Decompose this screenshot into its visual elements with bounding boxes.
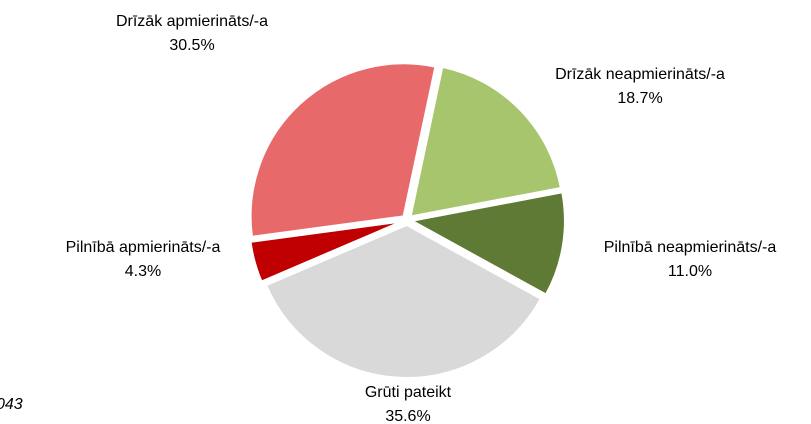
slice-value-label: 35.6% bbox=[385, 408, 430, 424]
note: 043 bbox=[0, 396, 23, 413]
slice-value-label: 18.7% bbox=[617, 90, 662, 107]
pie-slice bbox=[264, 223, 543, 379]
slice-label: Pilnībā neapmierināts/-a bbox=[604, 239, 777, 256]
pie-slice bbox=[249, 62, 437, 238]
slice-label: Grūti pateikt bbox=[365, 384, 452, 401]
pie-slice bbox=[249, 220, 403, 283]
slice-label: Drīzāk neapmierināts/-a bbox=[555, 66, 725, 83]
slice-value-label: 4.3% bbox=[125, 263, 161, 280]
slice-label: Drīzāk apmierināts/-a bbox=[116, 13, 268, 30]
slice-label: Pilnībā apmierināts/-a bbox=[66, 239, 221, 256]
pie-slice bbox=[409, 191, 566, 296]
slice-value-label: 30.5% bbox=[169, 37, 214, 54]
slice-value-label: 11.0% bbox=[668, 263, 712, 280]
pie-slice bbox=[409, 65, 563, 218]
